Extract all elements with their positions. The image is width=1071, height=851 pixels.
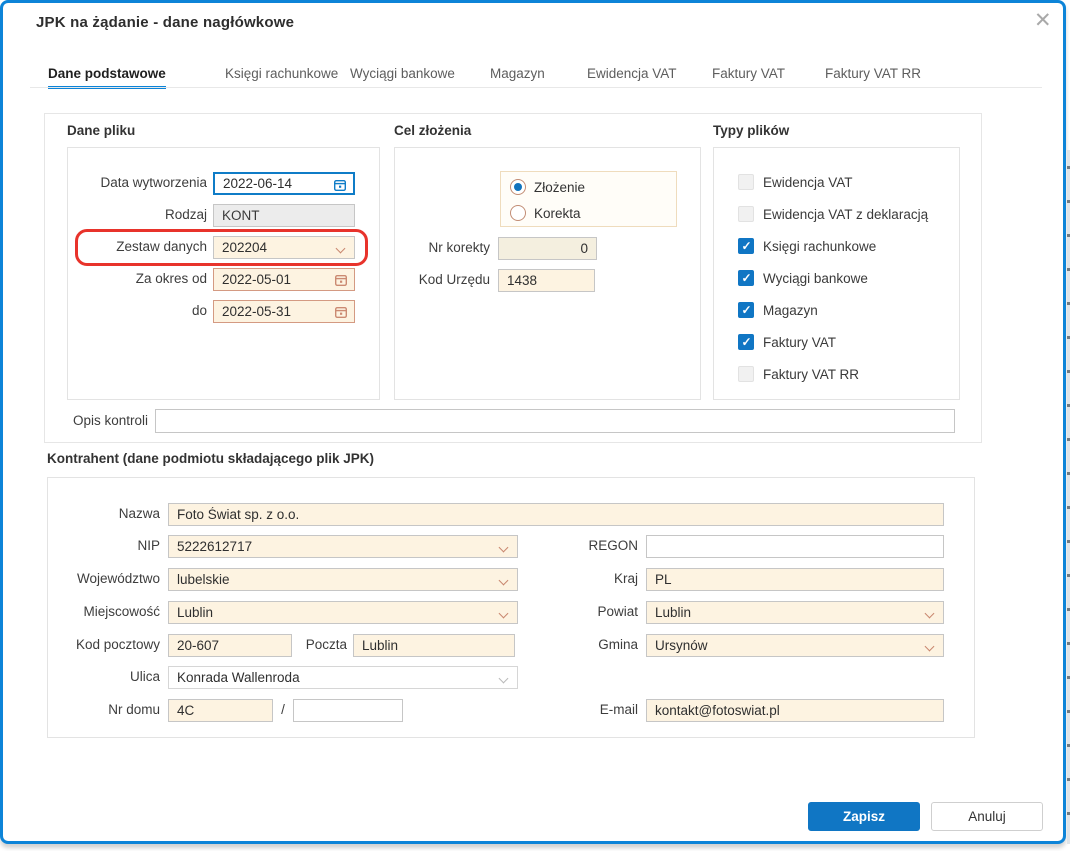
checkbox-ewidencja-vat-z-deklaracja[interactable] xyxy=(738,206,754,222)
data-wytworzenia-field[interactable]: 2022-06-14 xyxy=(213,172,355,195)
close-icon[interactable]: ✕ xyxy=(1034,9,1052,32)
cancel-button[interactable]: Anuluj xyxy=(931,802,1043,831)
dane-pliku-header: Dane pliku xyxy=(67,123,136,138)
tab-magazyn[interactable]: Magazyn xyxy=(490,66,545,81)
nazwa-field[interactable]: Foto Świat sp. z o.o. xyxy=(168,503,944,526)
chevron-down-icon xyxy=(498,575,509,586)
kraj-field[interactable]: PL xyxy=(646,568,944,591)
nr-korekty-label: Nr korekty xyxy=(428,240,490,255)
tab-faktury-vat-rr[interactable]: Faktury VAT RR xyxy=(825,66,922,81)
tab-wyciagi-bankowe[interactable]: Wyciągi bankowe xyxy=(350,66,455,81)
checkbox-wyciagi-bankowe-label: Wyciągi bankowe xyxy=(763,271,868,286)
miejscowosc-label: Miejscowość xyxy=(83,604,160,619)
wojewodztwo-label: Województwo xyxy=(76,571,160,586)
tab-ksiegi-rachunkowe[interactable]: Księgi rachunkowe xyxy=(225,66,339,81)
typy-plikow-box xyxy=(713,147,960,400)
kod-urzedu-label: Kod Urzędu xyxy=(418,272,490,287)
poczta-label: Poczta xyxy=(305,637,347,652)
cel-zlozenia-header: Cel złożenia xyxy=(394,123,472,138)
checkbox-ksiegi-rachunkowe-label: Księgi rachunkowe xyxy=(763,239,877,254)
checkbox-ewidencja-vat-label: Ewidencja VAT xyxy=(763,175,853,190)
nr-lokalu-field[interactable] xyxy=(293,699,403,722)
rodzaj-field: KONT xyxy=(213,204,355,227)
email-label: E-mail xyxy=(599,702,638,717)
nr-korekty-field: 0 xyxy=(498,237,597,260)
kod-urzedu-field[interactable]: 1438 xyxy=(498,269,595,292)
poczta-field[interactable]: Lublin xyxy=(353,634,515,657)
chevron-down-icon xyxy=(498,542,509,553)
tab-faktury-vat[interactable]: Faktury VAT xyxy=(712,66,786,81)
chevron-down-icon xyxy=(498,608,509,619)
opis-kontroli-field[interactable] xyxy=(155,409,955,433)
za-okres-do-label: do xyxy=(191,303,207,318)
cel-radio-group xyxy=(500,171,677,227)
calendar-icon[interactable] xyxy=(334,305,348,322)
regon-label: REGON xyxy=(588,538,638,553)
tab-dane-podstawowe[interactable]: Dane podstawowe xyxy=(48,66,166,89)
regon-field[interactable] xyxy=(646,535,944,558)
calendar-icon[interactable] xyxy=(333,178,347,195)
background-scrollbar-sliver xyxy=(1067,150,1070,844)
radio-korekta-label: Korekta xyxy=(534,206,581,221)
kraj-label: Kraj xyxy=(613,571,638,586)
powiat-select[interactable]: Lublin xyxy=(646,601,944,624)
typy-plikow-header: Typy plików xyxy=(713,123,790,138)
wojewodztwo-select[interactable]: lubelskie xyxy=(168,568,518,591)
radio-zlozenie[interactable] xyxy=(510,179,526,195)
nazwa-label: Nazwa xyxy=(118,506,160,521)
miejscowosc-select[interactable]: Lublin xyxy=(168,601,518,624)
tabs-divider xyxy=(30,87,1042,88)
tab-ewidencja-vat[interactable]: Ewidencja VAT xyxy=(587,66,677,81)
chevron-down-icon xyxy=(924,608,935,619)
kod-pocztowy-label: Kod pocztowy xyxy=(75,637,160,652)
kontrahent-header: Kontrahent (dane podmiotu składającego p… xyxy=(47,451,375,466)
checkbox-magazyn-label: Magazyn xyxy=(763,303,818,318)
kod-pocztowy-field[interactable]: 20-607 xyxy=(168,634,292,657)
nip-select[interactable]: 5222612717 xyxy=(168,535,518,558)
nip-label: NIP xyxy=(137,538,160,553)
checkbox-ewidencja-vat[interactable] xyxy=(738,174,754,190)
checkbox-faktury-vat-rr-label: Faktury VAT RR xyxy=(763,367,860,382)
checkbox-faktury-vat-label: Faktury VAT xyxy=(763,335,837,350)
calendar-icon[interactable] xyxy=(334,273,348,290)
ulica-select[interactable]: Konrada Wallenroda xyxy=(168,666,518,689)
zestaw-danych-select[interactable]: 202204 xyxy=(213,236,355,259)
nr-domu-separator: / xyxy=(281,702,285,717)
dialog-title: JPK na żądanie - dane nagłówkowe xyxy=(36,14,295,31)
checkbox-ksiegi-rachunkowe[interactable] xyxy=(738,238,754,254)
rodzaj-label: Rodzaj xyxy=(164,207,207,222)
checkbox-faktury-vat-rr[interactable] xyxy=(738,366,754,382)
ulica-label: Ulica xyxy=(129,669,160,684)
gmina-label: Gmina xyxy=(598,637,638,652)
checkbox-wyciagi-bankowe[interactable] xyxy=(738,270,754,286)
checkbox-faktury-vat[interactable] xyxy=(738,334,754,350)
data-wytworzenia-label: Data wytworzenia xyxy=(100,175,207,190)
chevron-down-icon xyxy=(924,641,935,652)
chevron-down-icon xyxy=(498,673,509,684)
za-okres-do-field[interactable]: 2022-05-31 xyxy=(213,300,355,323)
save-button[interactable]: Zapisz xyxy=(808,802,920,831)
nr-domu-field[interactable]: 4C xyxy=(168,699,273,722)
email-field[interactable]: kontakt@fotoswiat.pl xyxy=(646,699,944,722)
checkbox-ewidencja-vat-z-deklaracja-label: Ewidencja VAT z deklaracją xyxy=(763,207,929,222)
opis-kontroli-label: Opis kontroli xyxy=(72,413,148,428)
zestaw-danych-label: Zestaw danych xyxy=(116,239,207,254)
chevron-down-icon xyxy=(335,243,346,254)
radio-korekta[interactable] xyxy=(510,205,526,221)
nr-domu-label: Nr domu xyxy=(108,702,160,717)
za-okres-od-label: Za okres od xyxy=(135,271,207,286)
radio-zlozenie-label: Złożenie xyxy=(534,180,586,195)
checkbox-magazyn[interactable] xyxy=(738,302,754,318)
powiat-label: Powiat xyxy=(597,604,638,619)
za-okres-od-field[interactable]: 2022-05-01 xyxy=(213,268,355,291)
gmina-select[interactable]: Ursynów xyxy=(646,634,944,657)
